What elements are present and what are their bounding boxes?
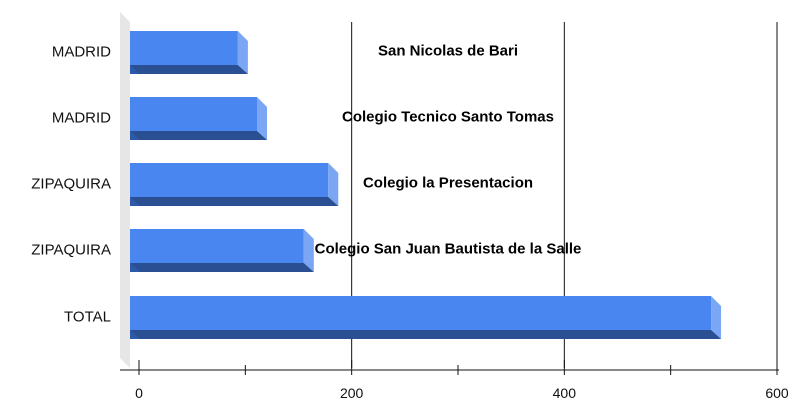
x-tick-label: 600 bbox=[765, 385, 789, 401]
x-tick-label: 0 bbox=[135, 385, 143, 401]
bar-side bbox=[237, 31, 248, 74]
bar-labels: San Nicolas de Bari Colegio Tecnico Santo… bbox=[315, 42, 582, 257]
bar-label: Colegio San Juan Bautista de la Salle bbox=[315, 240, 582, 257]
x-axis: 0 200 400 600 bbox=[120, 360, 789, 401]
bar-label: Colegio Tecnico Santo Tomas bbox=[342, 108, 554, 125]
category-labels: MADRID MADRID ZIPAQUIRA ZIPAQUIRA TOTAL bbox=[31, 43, 111, 325]
bar-bottom bbox=[130, 65, 248, 74]
category-label: MADRID bbox=[52, 109, 111, 126]
category-label: ZIPAQUIRA bbox=[31, 241, 111, 258]
category-label: MADRID bbox=[52, 43, 111, 60]
bar-side bbox=[711, 296, 722, 339]
bars-group bbox=[130, 31, 722, 339]
category-label: TOTAL bbox=[64, 308, 111, 325]
chart-back-wall bbox=[120, 12, 130, 368]
bar bbox=[130, 296, 712, 330]
bar-bottom bbox=[130, 330, 722, 339]
x-tick-label: 400 bbox=[553, 385, 577, 401]
bar-label: Colegio la Presentacion bbox=[363, 174, 533, 191]
bar bbox=[130, 31, 238, 65]
bar-side bbox=[257, 97, 268, 140]
bar-side bbox=[303, 229, 314, 272]
bar-bottom bbox=[130, 131, 268, 140]
bar bbox=[130, 229, 304, 263]
bar bbox=[130, 163, 329, 197]
bar-bottom bbox=[130, 263, 314, 272]
bar bbox=[130, 97, 258, 131]
bar-side bbox=[328, 163, 339, 206]
category-label: ZIPAQUIRA bbox=[31, 175, 111, 192]
bar-bottom bbox=[130, 197, 339, 206]
bar-label: San Nicolas de Bari bbox=[378, 42, 518, 59]
x-tick-label: 200 bbox=[340, 385, 364, 401]
